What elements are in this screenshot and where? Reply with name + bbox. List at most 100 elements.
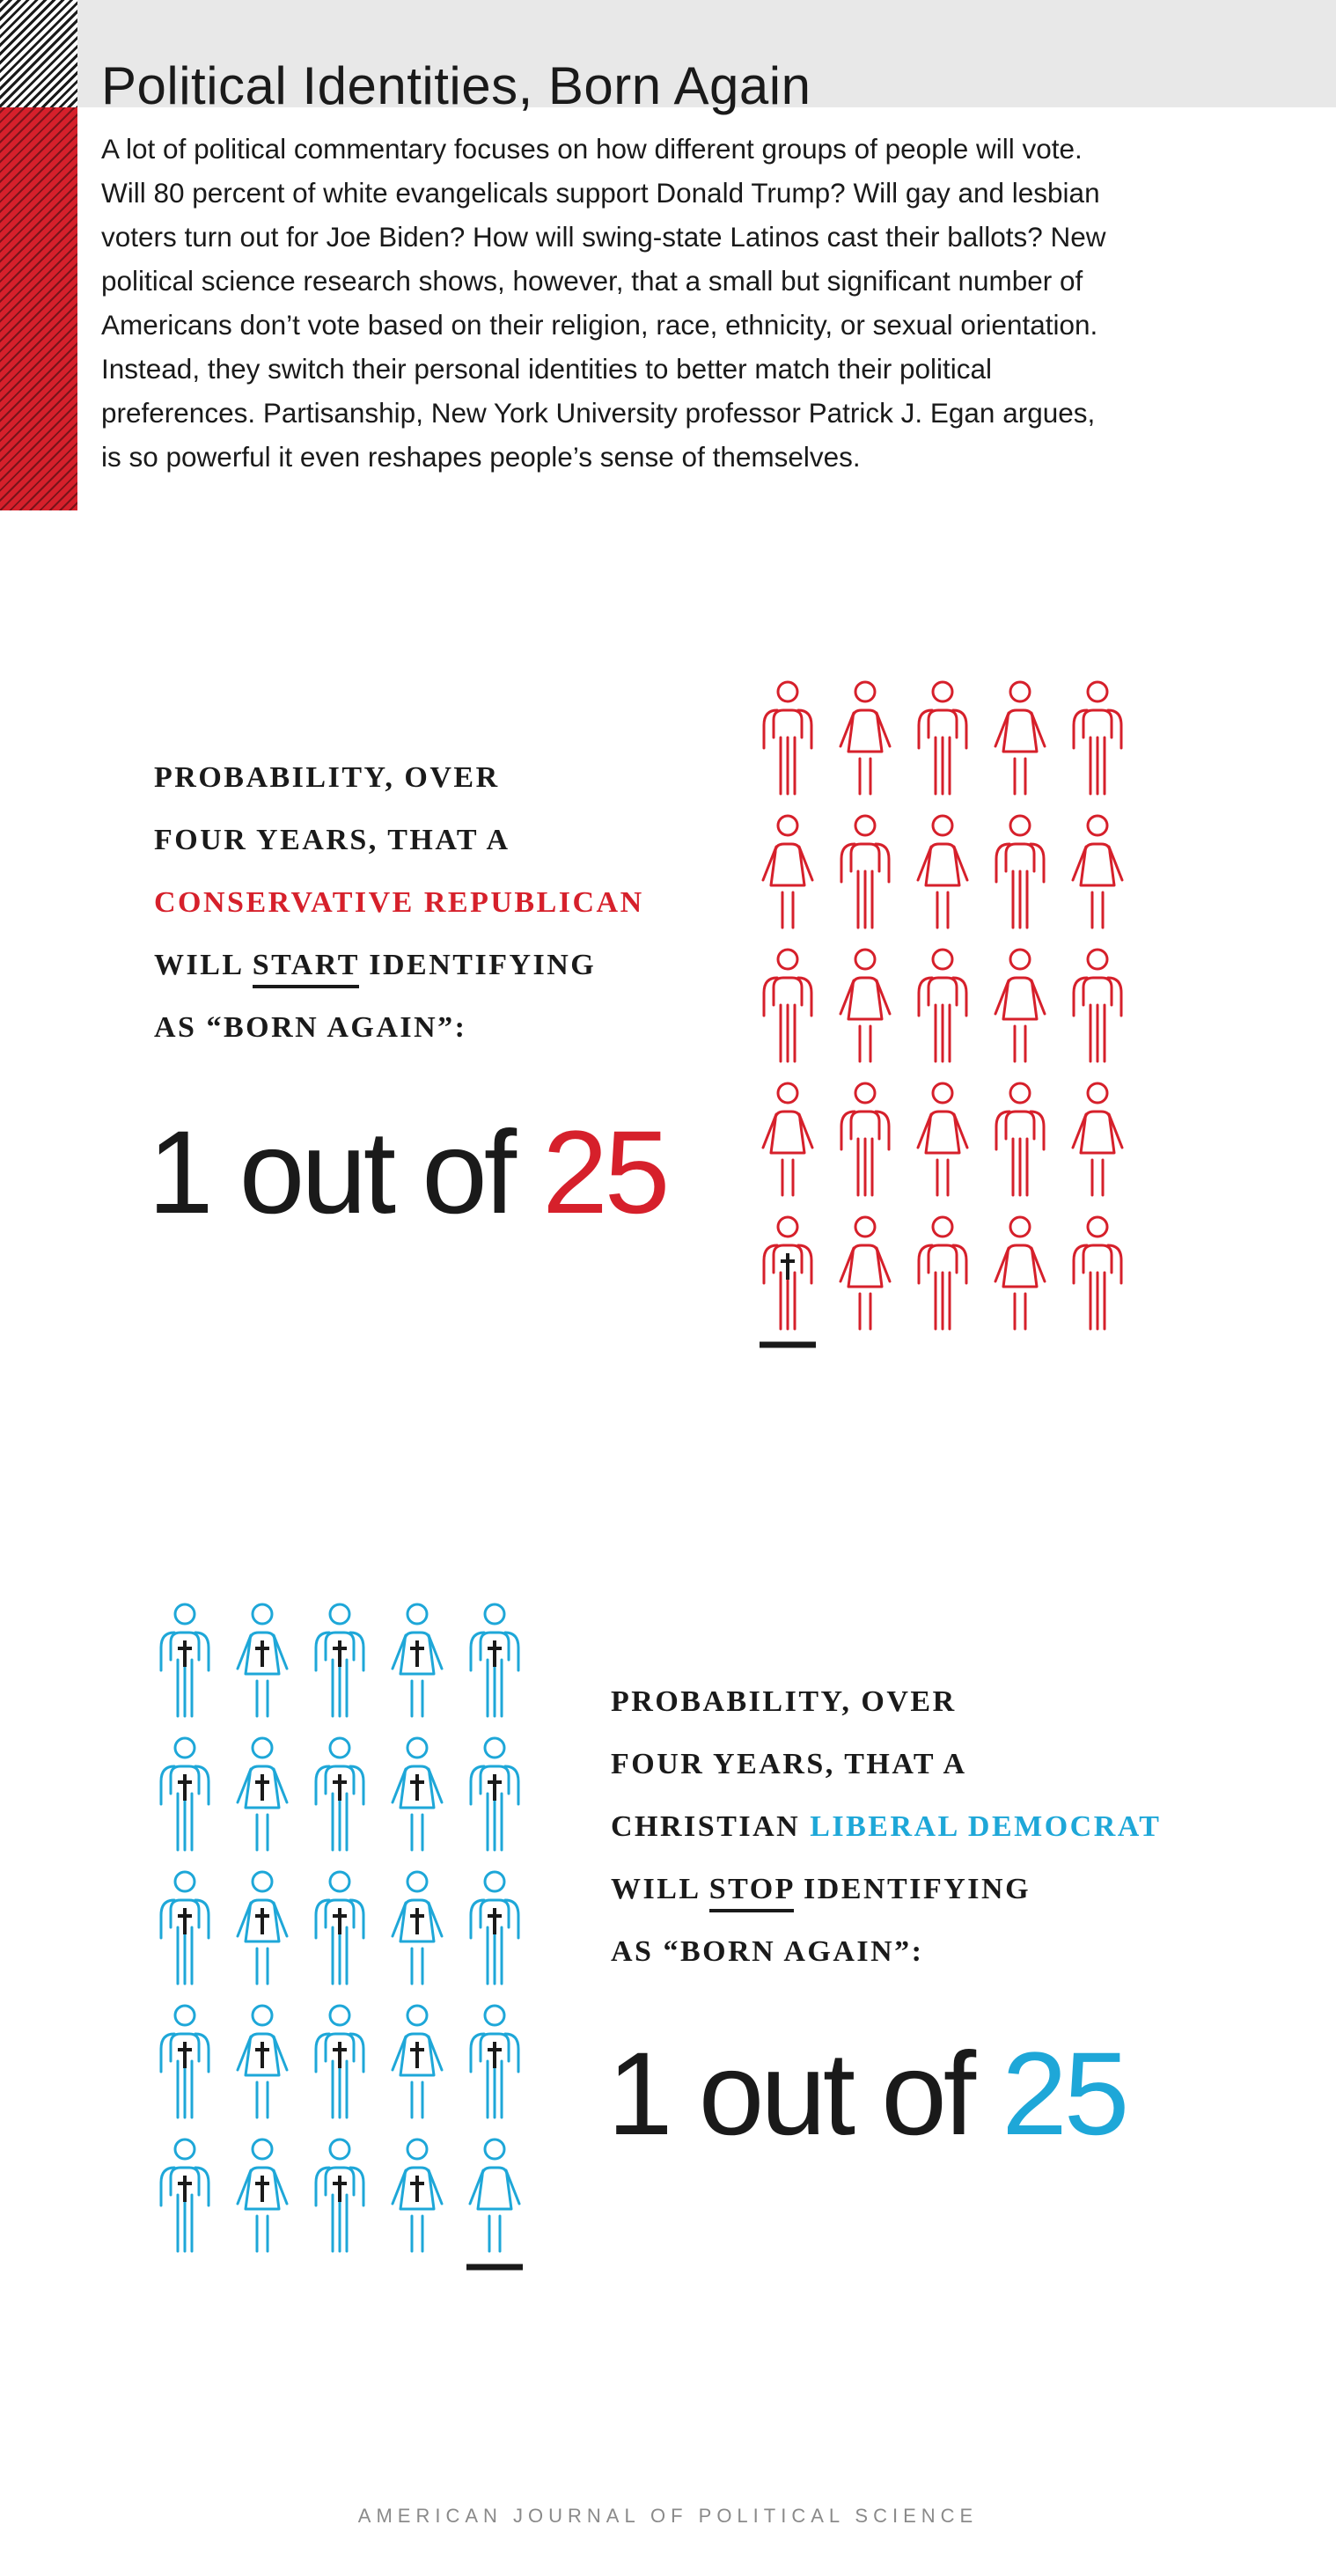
- cross-icon: [178, 2176, 192, 2202]
- person-icon: [469, 1870, 520, 1985]
- intro-paragraph: A lot of political commentary focuses on…: [101, 133, 1106, 473]
- person-icon: [917, 1215, 968, 1331]
- hatch-pattern-red: [0, 107, 77, 510]
- person-icon: [995, 1082, 1046, 1197]
- republican-probability-text: PROBABILITY, OVER FOUR YEARS, THAT A CON…: [154, 746, 644, 1059]
- person-icon: [391, 1736, 444, 1852]
- person-icon: [236, 2138, 289, 2253]
- republican-ratio: 1 out of 25: [148, 1107, 670, 1239]
- dem-line-4: WILL STOP IDENTIFYING: [611, 1858, 1161, 1920]
- person-icon: [469, 1603, 520, 1718]
- person-icon: [469, 1736, 520, 1852]
- dem-line-5: AS “BORN AGAIN”:: [611, 1935, 924, 1968]
- rep-line-2: FOUR YEARS, THAT A: [154, 824, 510, 856]
- dem-line-3-pre: CHRISTIAN: [611, 1810, 811, 1843]
- person-icon: [1071, 1082, 1124, 1197]
- person-icon: [1072, 1215, 1123, 1331]
- cross-icon: [781, 1253, 795, 1280]
- source-credit: AMERICAN JOURNAL OF POLITICAL SCIENCE: [357, 2505, 979, 2527]
- cross-icon: [178, 2042, 192, 2068]
- democrat-person-icon-grid: [159, 1603, 523, 2271]
- person-icon: [469, 2004, 520, 2119]
- hatch-pattern-gray: [0, 0, 77, 107]
- cross-icon: [333, 2176, 347, 2202]
- dem-line-2: FOUR YEARS, THAT A: [611, 1748, 967, 1780]
- dem-line-1: PROBABILITY, OVER: [611, 1685, 957, 1718]
- dem-ratio-mid: out of: [669, 2029, 1002, 2160]
- person-icon: [762, 680, 813, 796]
- person-icon: [1072, 948, 1123, 1063]
- person-icon: [314, 2138, 365, 2253]
- person-icon: [314, 1603, 365, 1718]
- cross-icon: [488, 1774, 502, 1801]
- rep-ratio-numerator: 1: [148, 1107, 214, 1238]
- person-icon: [236, 2004, 289, 2119]
- cross-icon: [333, 2042, 347, 2068]
- person-icon: [159, 2138, 210, 2253]
- dem-line-3-highlight: LIBERAL DEMOCRAT: [810, 1810, 1162, 1843]
- cross-icon: [178, 1774, 192, 1801]
- rep-verb-start: START: [252, 949, 360, 988]
- dem-ratio-denominator: 25: [1002, 2029, 1129, 2160]
- person-icon: [236, 1736, 289, 1852]
- person-icon: [917, 680, 968, 796]
- person-icon: [314, 2004, 365, 2119]
- person-icon: [236, 1603, 289, 1718]
- cross-icon: [178, 1640, 192, 1667]
- person-icon: [994, 680, 1046, 796]
- person-icon: [159, 1870, 210, 1985]
- person-icon: [159, 1736, 210, 1852]
- person-icon: [840, 814, 891, 929]
- person-icon: [840, 1082, 891, 1197]
- dem-ratio-numerator: 1: [607, 2029, 673, 2160]
- person-icon: [994, 948, 1046, 1063]
- person-icon: [391, 2004, 444, 2119]
- cross-icon: [333, 1908, 347, 1934]
- cross-icon: [333, 1640, 347, 1667]
- rep-ratio-mid: out of: [209, 1107, 543, 1238]
- page-title: Political Identities, Born Again: [101, 56, 811, 115]
- cross-icon: [410, 1774, 424, 1801]
- person-icon: [391, 2138, 444, 2253]
- rep-line-3: CONSERVATIVE REPUBLICAN: [154, 886, 644, 919]
- person-icon: [761, 1082, 814, 1197]
- person-icon: [917, 948, 968, 1063]
- rep-line-4: WILL START IDENTIFYING: [154, 934, 644, 996]
- person-icon: [468, 2138, 521, 2253]
- person-icon: [391, 1603, 444, 1718]
- header-band: [0, 0, 1336, 107]
- rep-line-4-post: IDENTIFYING: [359, 949, 597, 981]
- person-icon: [391, 1870, 444, 1985]
- person-icon: [916, 814, 969, 929]
- person-icon: [994, 1215, 1046, 1331]
- person-icon: [236, 1870, 289, 1985]
- cross-icon: [255, 2042, 269, 2068]
- cross-icon: [255, 1908, 269, 1934]
- person-icon: [159, 1603, 210, 1718]
- person-icon: [762, 948, 813, 1063]
- person-icon: [1072, 680, 1123, 796]
- person-icon: [839, 1215, 892, 1331]
- person-icon: [839, 948, 892, 1063]
- rep-ratio-denominator: 25: [542, 1107, 670, 1238]
- cross-icon: [178, 1908, 192, 1934]
- dem-line-4-pre: WILL: [611, 1873, 709, 1905]
- rep-line-1: PROBABILITY, OVER: [154, 761, 500, 794]
- person-icon: [762, 1215, 813, 1331]
- cross-icon: [255, 2176, 269, 2202]
- democrat-ratio: 1 out of 25: [607, 2029, 1129, 2161]
- dem-line-3: CHRISTIAN LIBERAL DEMOCRAT: [611, 1795, 1161, 1858]
- cross-icon: [410, 2042, 424, 2068]
- person-icon: [916, 1082, 969, 1197]
- person-icon: [314, 1870, 365, 1985]
- person-icon: [839, 680, 892, 796]
- person-icon: [314, 1736, 365, 1852]
- person-icon: [995, 814, 1046, 929]
- cross-icon: [410, 1908, 424, 1934]
- dem-line-4-post: IDENTIFYING: [794, 1873, 1031, 1905]
- democrat-probability-text: PROBABILITY, OVER FOUR YEARS, THAT A CHR…: [611, 1670, 1161, 1983]
- dem-verb-stop: STOP: [708, 1873, 795, 1912]
- rep-line-5: AS “BORN AGAIN”:: [154, 1011, 467, 1044]
- person-icon: [159, 2004, 210, 2119]
- cross-icon: [255, 1774, 269, 1801]
